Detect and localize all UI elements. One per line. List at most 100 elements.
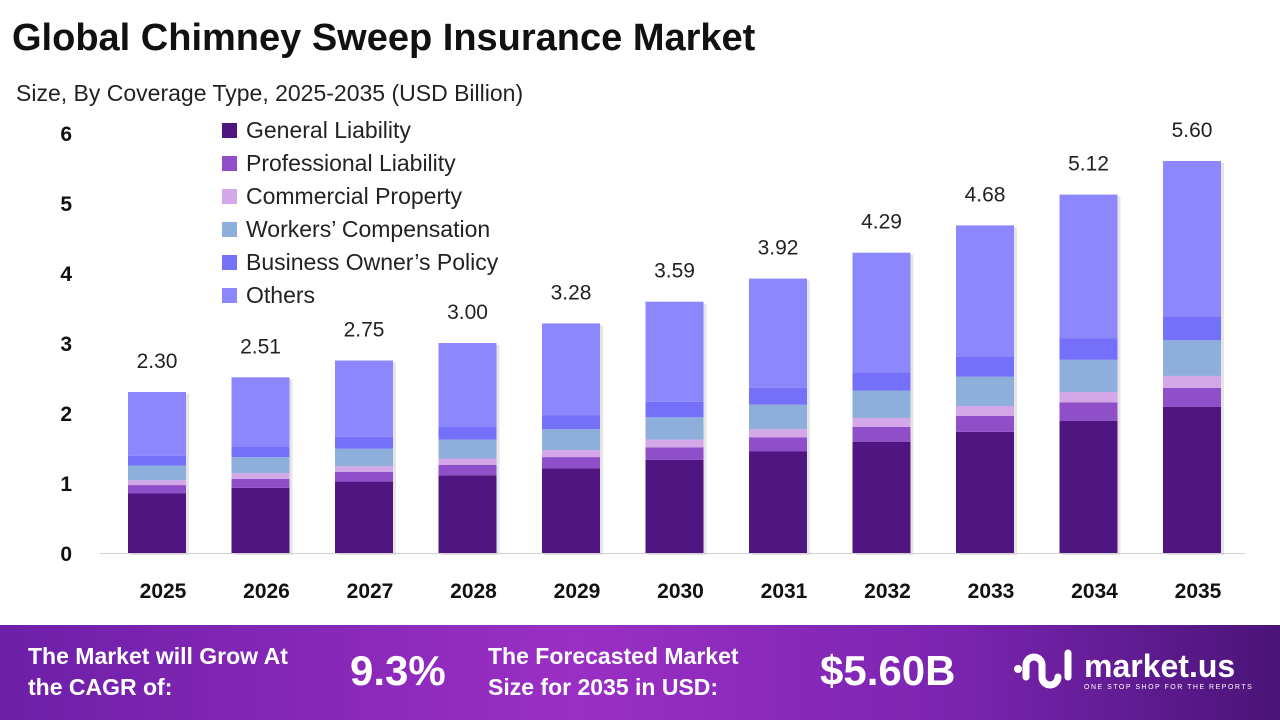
x-tick-label: 2026: [243, 580, 290, 603]
bar-segment-workers-compensation: [1059, 359, 1118, 392]
x-tick-label: 2031: [761, 580, 808, 603]
bar-segment-general-liability: [852, 441, 911, 553]
bar-segment-workers-compensation: [1163, 340, 1221, 376]
bar-segment-others: [1163, 161, 1221, 317]
bar-segment-professional-liability: [542, 457, 600, 469]
forecast-value: $5.60B: [820, 647, 956, 694]
bar-segment-workers-compensation: [438, 439, 497, 459]
x-tick-label: 2029: [554, 580, 601, 603]
bar-segment-professional-liability: [852, 427, 911, 442]
bar-segment-workers-compensation: [852, 390, 911, 418]
y-tick-label: 1: [60, 473, 72, 496]
bar-segment-professional-liability: [1059, 402, 1118, 421]
y-tick-label: 2: [60, 403, 72, 426]
bar-segment-professional-liability: [1163, 387, 1221, 407]
bar-total-label: 5.12: [1068, 153, 1109, 176]
bar-segment-others: [1059, 194, 1118, 339]
legend-swatch: [222, 255, 237, 270]
bar-segment-others: [231, 377, 290, 447]
bar-total-label: 4.29: [861, 211, 902, 234]
y-tick-label: 0: [60, 543, 72, 566]
legend-swatch: [222, 123, 237, 138]
bar-segment-general-liability: [335, 481, 393, 553]
bar-total-label: 3.28: [551, 281, 592, 304]
bar-total-label: 3.92: [758, 237, 799, 260]
legend-swatch: [222, 222, 237, 237]
x-tick-label: 2035: [1175, 580, 1222, 603]
bar-segment-general-liability: [1059, 420, 1118, 553]
forecast-label: The Forecasted Market Size for 2035 in U…: [488, 643, 739, 700]
bar-segment-others: [956, 225, 1014, 357]
bar-segment-others: [852, 252, 911, 373]
bar-segment-workers-compensation: [335, 448, 393, 467]
bar-total-label: 2.51: [240, 335, 281, 358]
bar-segment-workers-compensation: [749, 404, 807, 430]
bar-segment-general-liability: [956, 431, 1014, 553]
bar-total-label: 3.00: [447, 301, 488, 324]
bar-segment-general-liability: [542, 468, 600, 553]
bar-segment-general-liability: [749, 451, 807, 553]
x-tick-label: 2034: [1071, 580, 1118, 603]
legend-swatch: [222, 189, 237, 204]
bar-segment-general-liability: [128, 493, 186, 553]
y-tick-label: 4: [60, 263, 72, 286]
y-tick-label: 6: [60, 123, 72, 146]
bar-segment-general-liability: [231, 487, 290, 553]
bar-segment-business-owner-s-policy: [749, 387, 807, 405]
bar-segment-commercial-property: [438, 458, 497, 465]
x-tick-label: 2025: [140, 580, 187, 603]
bar-segment-commercial-property: [542, 450, 600, 458]
market-us-logo: market.us ONE STOP SHOP FOR THE REPORTS: [1012, 647, 1253, 693]
y-tick-label: 5: [60, 193, 72, 216]
bar-segment-business-owner-s-policy: [231, 446, 290, 458]
legend-label: Business Owner’s Policy: [246, 249, 499, 275]
legend-swatch: [222, 288, 237, 303]
bar-segment-commercial-property: [1163, 375, 1221, 388]
footer-banner: The Market will Grow At the CAGR of: 9.3…: [0, 625, 1280, 720]
logo-tagline: ONE STOP SHOP FOR THE REPORTS: [1084, 683, 1254, 691]
bar-segment-others: [438, 343, 497, 427]
bar-segment-workers-compensation: [128, 465, 186, 481]
bar-segment-commercial-property: [956, 406, 1014, 416]
bar-segment-general-liability: [645, 459, 704, 553]
bar-segment-commercial-property: [749, 429, 807, 438]
bar-segment-professional-liability: [645, 447, 704, 460]
bar-segment-business-owner-s-policy: [1163, 316, 1221, 341]
bar-segment-professional-liability: [956, 415, 1014, 432]
x-tick-label: 2033: [968, 580, 1015, 603]
chart-subtitle: Size, By Coverage Type, 2025-2035 (USD B…: [16, 80, 524, 106]
legend-label: Commercial Property: [246, 183, 462, 209]
bar-segment-business-owner-s-policy: [956, 357, 1014, 377]
x-tick-label: 2028: [450, 580, 497, 603]
bar-total-label: 5.60: [1172, 119, 1213, 142]
bar-segment-business-owner-s-policy: [128, 455, 186, 466]
bar-segment-professional-liability: [231, 478, 290, 488]
legend-swatch: [222, 156, 237, 171]
bar-segment-workers-compensation: [645, 417, 704, 440]
bar-segment-commercial-property: [128, 480, 186, 486]
bar-segment-business-owner-s-policy: [852, 372, 911, 391]
bar-segment-commercial-property: [231, 473, 290, 479]
bar-segment-commercial-property: [1059, 392, 1118, 403]
bar-segment-business-owner-s-policy: [1059, 338, 1118, 360]
logo-name: market.us: [1084, 647, 1236, 684]
legend-label: Workers’ Compensation: [246, 216, 490, 242]
bar-segment-business-owner-s-policy: [335, 436, 393, 449]
bar-segment-workers-compensation: [542, 429, 600, 451]
bar-segment-professional-liability: [335, 471, 393, 482]
bar-total-label: 4.68: [965, 183, 1006, 206]
bar-segment-business-owner-s-policy: [542, 415, 600, 430]
bar-segment-others: [335, 360, 393, 437]
bar-segment-business-owner-s-policy: [438, 427, 497, 440]
bar-segment-professional-liability: [128, 485, 186, 494]
cagr-label: The Market will Grow At the CAGR of:: [28, 643, 288, 700]
bar-total-label: 3.59: [654, 260, 695, 283]
bar-segment-professional-liability: [438, 464, 497, 476]
cagr-value: 9.3%: [350, 647, 446, 694]
bar-segment-professional-liability: [749, 437, 807, 452]
chart-title: Global Chimney Sweep Insurance Market: [12, 17, 756, 59]
bar-segment-general-liability: [438, 475, 497, 553]
bar-segment-others: [128, 392, 186, 456]
bar-segment-others: [542, 323, 600, 416]
logo-icon: [1014, 649, 1072, 689]
